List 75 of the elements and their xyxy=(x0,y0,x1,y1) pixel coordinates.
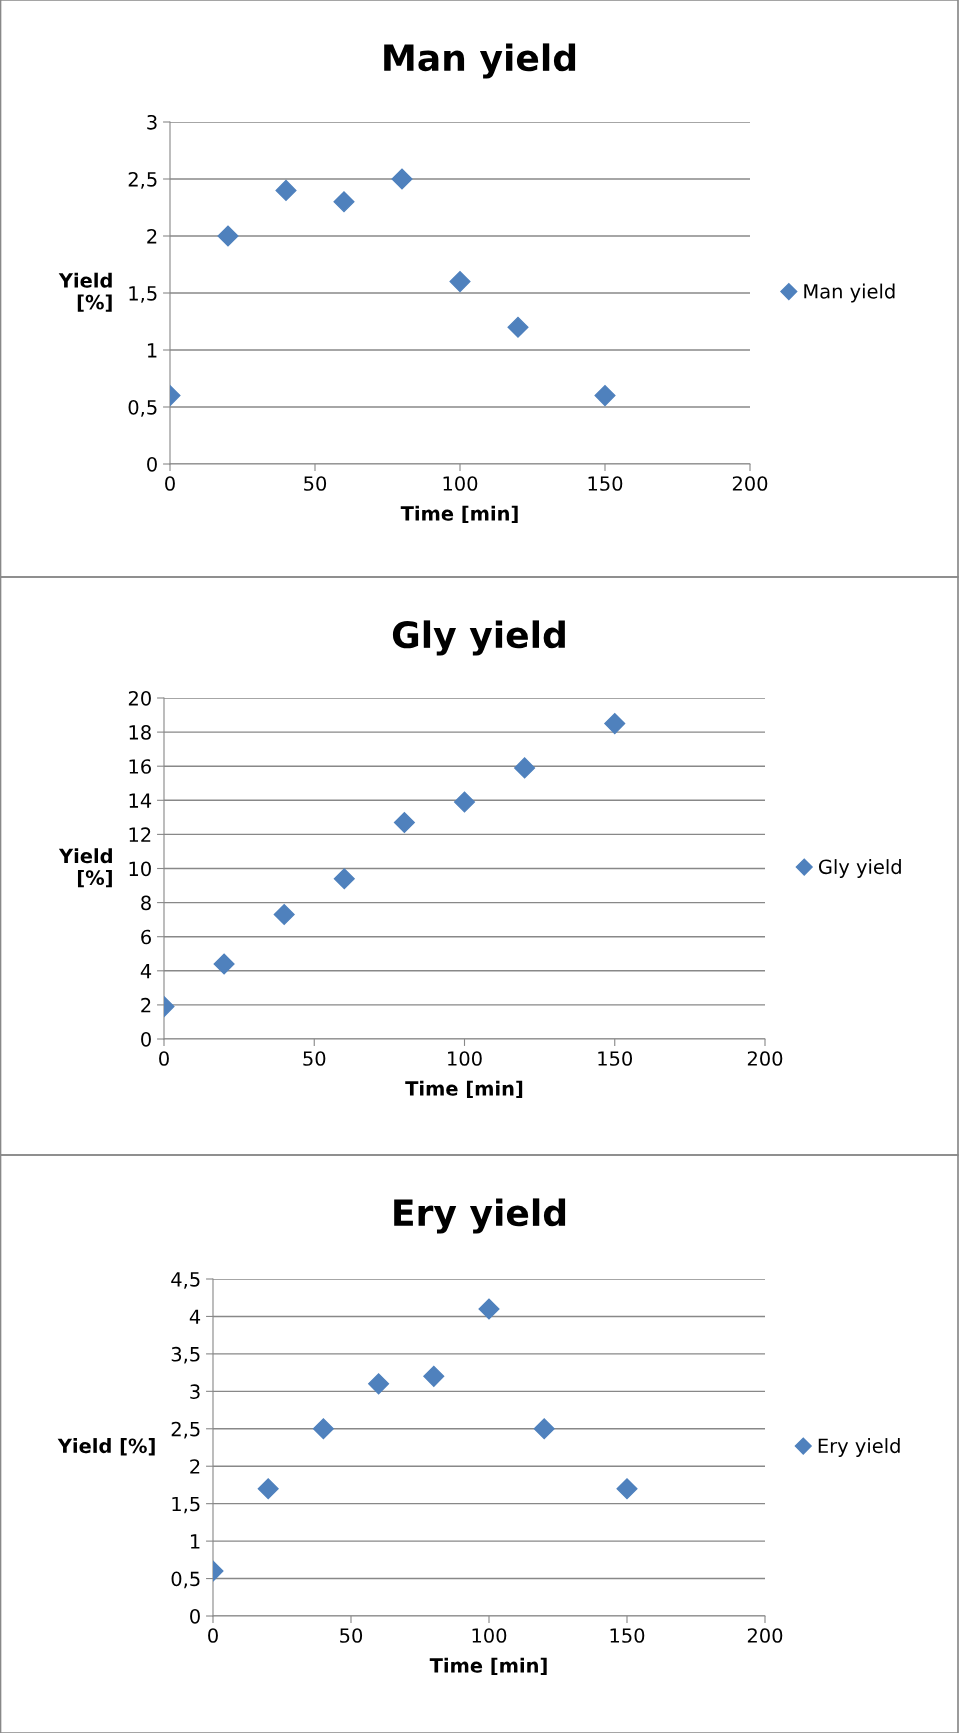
y-tick-label: 18 xyxy=(129,725,151,740)
y-axis-title: Yield [%] xyxy=(58,272,112,312)
y-tick-label: 14 xyxy=(129,793,152,808)
point xyxy=(453,791,476,813)
y-tick-label: 2,5 xyxy=(171,1421,200,1439)
point xyxy=(616,1478,638,1500)
legend-label: Gly yield xyxy=(818,859,901,878)
y-tick-label: 3 xyxy=(190,1384,200,1399)
point xyxy=(257,1478,279,1500)
x-tick-label: 150 xyxy=(588,476,623,491)
y-tick-label: 12 xyxy=(129,827,151,842)
point xyxy=(478,1298,500,1320)
y-tick-label: 16 xyxy=(129,759,151,774)
x-tick-label: 150 xyxy=(610,1628,645,1643)
point xyxy=(594,385,616,407)
y-tick-label: 0 xyxy=(190,1608,200,1624)
point xyxy=(423,1365,445,1387)
x-tick-label: 200 xyxy=(747,1051,783,1066)
y-tick-label: 20 xyxy=(128,690,151,706)
x-axis-title: Time [min] xyxy=(400,505,518,524)
y-tick-label: 6 xyxy=(141,929,151,945)
legend-label: Ery yield xyxy=(818,1438,900,1457)
chart-title: Man yield xyxy=(384,43,576,79)
point xyxy=(533,1418,555,1440)
x-tick-label: 50 xyxy=(304,476,327,491)
x-tick-label: 0 xyxy=(159,1051,169,1066)
point xyxy=(273,904,295,926)
y-tick-label: 1,5 xyxy=(172,1496,200,1514)
y-axis-title: Yield [%] xyxy=(57,1438,155,1456)
point xyxy=(333,191,355,213)
x-tick-label: 200 xyxy=(747,1628,783,1643)
y-axis-title: Yield [%] xyxy=(58,848,112,888)
y-tick-label: 8 xyxy=(141,895,151,911)
y-tick-label: 1,5 xyxy=(129,286,157,303)
y-tick-label: 4 xyxy=(140,964,152,979)
point xyxy=(312,1418,334,1440)
y-tick-label: 0 xyxy=(147,456,157,472)
point xyxy=(275,179,297,201)
y-tick-label: 4,5 xyxy=(171,1272,200,1289)
x-tick-label: 100 xyxy=(448,1051,482,1066)
point xyxy=(391,168,413,190)
point xyxy=(213,953,235,975)
point xyxy=(514,757,536,779)
x-tick-label: 0 xyxy=(208,1628,218,1643)
y-tick-label: 2 xyxy=(141,997,151,1013)
y-tick-label: 0,5 xyxy=(128,399,157,417)
point xyxy=(507,316,529,338)
y-tick-label: 0 xyxy=(141,1031,151,1047)
y-tick-label: 1 xyxy=(147,343,157,358)
chart-title: Ery yield xyxy=(394,1198,566,1234)
y-tick-label: 10 xyxy=(129,861,151,877)
x-tick-label: 100 xyxy=(443,476,478,491)
x-axis-title: Time [min] xyxy=(429,1657,547,1676)
x-tick-label: 50 xyxy=(303,1051,326,1066)
y-tick-label: 2 xyxy=(147,228,157,244)
y-tick-label: 4 xyxy=(189,1309,201,1324)
legend-label: Man yield xyxy=(804,283,895,303)
y-tick-label: 2,5 xyxy=(128,171,157,189)
y-tick-label: 3,5 xyxy=(171,1346,200,1364)
y-tick-label: 0,5 xyxy=(171,1571,200,1589)
point xyxy=(449,271,471,293)
point xyxy=(368,1373,390,1395)
x-tick-label: 50 xyxy=(340,1628,363,1643)
x-tick-label: 100 xyxy=(472,1628,507,1643)
x-axis-title: Time [min] xyxy=(405,1080,523,1099)
chart-title: Gly yield xyxy=(392,620,565,656)
point xyxy=(217,225,239,247)
point xyxy=(604,713,626,735)
x-tick-label: 150 xyxy=(598,1051,633,1066)
y-tick-label: 1 xyxy=(190,1534,200,1549)
point xyxy=(333,868,355,890)
x-tick-label: 200 xyxy=(732,476,768,491)
y-tick-label: 2 xyxy=(190,1459,200,1474)
point xyxy=(393,811,415,833)
y-tick-label: 3 xyxy=(147,114,157,130)
